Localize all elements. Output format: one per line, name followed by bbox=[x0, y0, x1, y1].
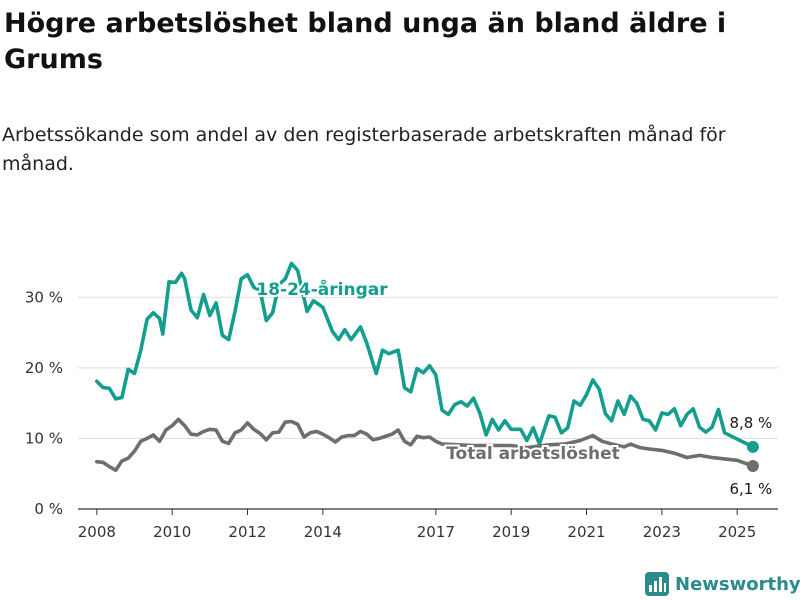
x-tick-label: 2010 bbox=[153, 523, 191, 541]
x-tick-label: 2019 bbox=[492, 523, 530, 541]
chart-title: Högre arbetslöshet bland unga än bland ä… bbox=[4, 8, 727, 75]
series-end-label: 8,8 % bbox=[729, 414, 772, 432]
x-tick-label: 2025 bbox=[718, 523, 756, 541]
y-tick-label: 10 % bbox=[25, 429, 63, 447]
series-line-total bbox=[95, 417, 755, 472]
y-tick-label: 0 % bbox=[34, 500, 63, 518]
x-tick-label: 2008 bbox=[78, 523, 116, 541]
series-label: 18-24-åringar bbox=[256, 278, 388, 300]
newsworthy-logo: Newsworthy bbox=[645, 570, 800, 598]
y-tick-label: 30 % bbox=[25, 288, 63, 306]
series-label: Total arbetslöshet bbox=[446, 444, 620, 464]
x-tick-label: 2023 bbox=[643, 523, 681, 541]
x-tick-label: 2021 bbox=[567, 523, 605, 541]
series-end-label: 6,1 % bbox=[729, 480, 772, 498]
series-end-point bbox=[746, 440, 759, 453]
newsworthy-bar-chart-icon bbox=[645, 572, 669, 596]
chart-subtitle: Arbetssökande som andel av den registerb… bbox=[2, 124, 726, 175]
series-end-point bbox=[746, 459, 759, 472]
x-tick-label: 2014 bbox=[304, 523, 342, 541]
y-tick-label: 20 % bbox=[25, 359, 63, 377]
x-tick-label: 2017 bbox=[417, 523, 455, 541]
x-tick-label: 2012 bbox=[228, 523, 266, 541]
brand-name: Newsworthy bbox=[675, 573, 800, 595]
series-line-youth bbox=[95, 261, 755, 449]
